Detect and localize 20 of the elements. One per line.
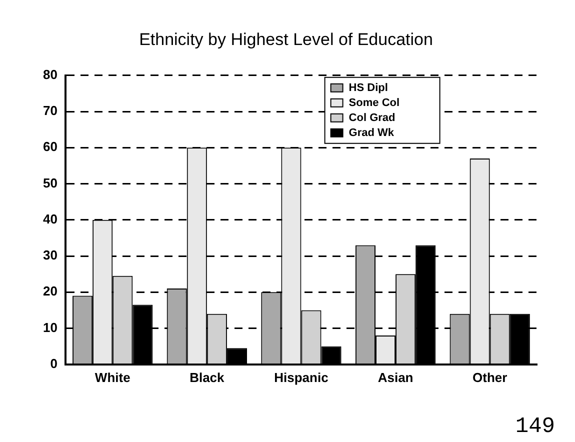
y-tick-label: 70: [42, 103, 58, 118]
y-tick-label: 10: [42, 320, 58, 335]
x-tick-label: White: [94, 370, 130, 385]
y-tick-label: 0: [50, 356, 58, 371]
legend-label: Col Grad: [348, 112, 396, 124]
legend-label: HS Dipl: [348, 82, 388, 94]
chart-title: Ethnicity by Highest Level of Education: [139, 30, 433, 49]
x-tick-label: Asian: [378, 370, 414, 385]
x-tick-label: Other: [472, 370, 508, 385]
legend-label: Some Col: [348, 96, 400, 109]
y-tick-label: 30: [42, 248, 58, 263]
legend-label: Grad Wk: [348, 126, 395, 139]
y-tick-label: 80: [42, 66, 58, 82]
y-tick-label: 20: [42, 284, 58, 299]
y-tick-label: 50: [42, 175, 58, 190]
y-tick-label: 60: [42, 139, 58, 154]
x-tick-label: Black: [190, 370, 226, 385]
y-tick-label: 40: [42, 211, 58, 226]
text: 149: [515, 414, 555, 439]
x-tick-label: Hispanic: [274, 370, 328, 385]
